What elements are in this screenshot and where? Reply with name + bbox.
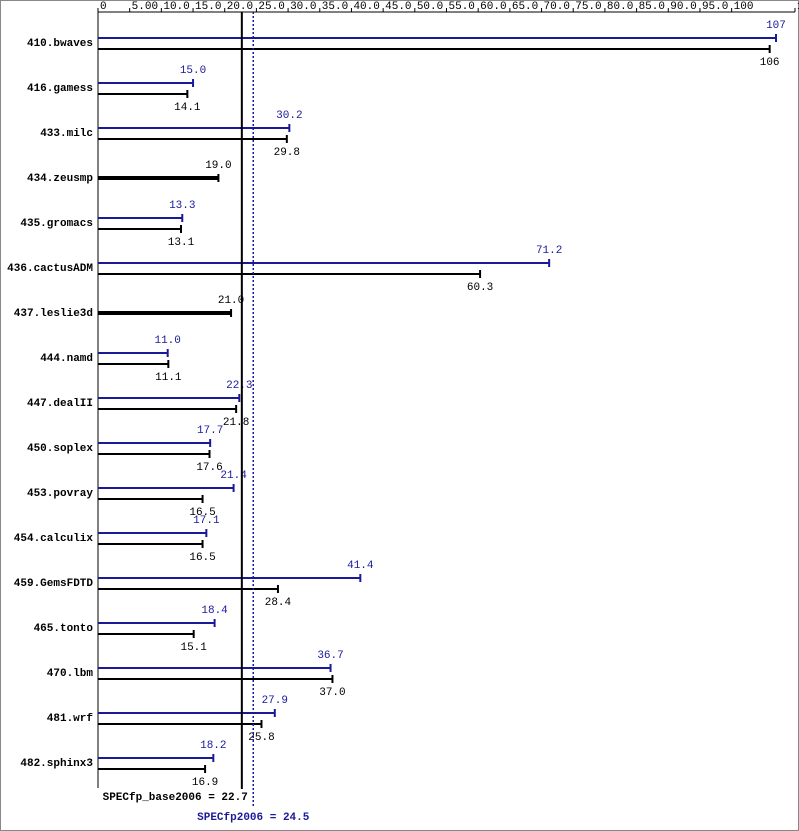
category-label: 465.tonto [34,623,94,635]
value-label: 11.0 [154,335,180,347]
value-label: 71.2 [536,245,562,257]
category-label: 416.gamess [27,83,93,95]
value-label: 16.9 [192,777,218,789]
reference-label: SPECfp_base2006 = 22.7 [103,792,248,804]
value-label: 16.5 [189,507,215,519]
value-label: 16.5 [189,552,215,564]
category-label: 435.gromacs [20,218,93,230]
x-tick-label: 70.0 [544,1,570,13]
value-label: 28.4 [265,597,292,609]
x-tick-label: 20.0 [227,1,253,13]
x-tick-label: 100 [734,1,754,13]
value-label: 21.0 [218,295,244,307]
x-tick-label: 35.0 [322,1,348,13]
x-tick-label: 45.0 [385,1,411,13]
x-tick-label: 55.0 [449,1,475,13]
x-tick-label: 0 [100,1,107,13]
value-label: 29.8 [274,147,300,159]
value-label: 36.7 [317,650,343,662]
value-label: 18.2 [200,740,226,752]
category-label: 481.wrf [47,713,94,725]
x-tick-label: 30.0 [290,1,316,13]
category-label: 434.zeusmp [27,173,93,185]
value-label: 21.8 [223,417,249,429]
x-tick-label: 110 [797,1,799,13]
value-label: 11.1 [155,372,182,384]
value-label: 15.1 [180,642,207,654]
value-label: 17.7 [197,425,223,437]
x-tick-label: 95.0 [702,1,728,13]
category-label: 470.lbm [47,668,94,680]
value-label: 30.2 [276,110,302,122]
x-tick-label: 5.00 [132,1,158,13]
value-label: 17.1 [193,515,220,527]
x-tick-label: 40.0 [353,1,379,13]
category-label: 433.milc [40,128,93,140]
x-tick-label: 50.0 [417,1,443,13]
value-label: 37.0 [319,687,345,699]
x-tick-label: 10.0 [163,1,189,13]
category-label: 482.sphinx3 [20,758,93,770]
category-label: 444.namd [40,353,93,365]
category-label: 453.povray [27,488,93,500]
x-tick-label: 15.0 [195,1,221,13]
x-tick-label: 80.0 [607,1,633,13]
category-label: 459.GemsFDTD [14,578,94,590]
value-label: 13.1 [168,237,195,249]
category-label: 436.cactusADM [7,263,93,275]
value-label: 21.4 [220,470,247,482]
category-label: 410.bwaves [27,38,93,50]
value-label: 25.8 [248,732,274,744]
value-label: 60.3 [467,282,493,294]
x-tick-label: 75.0 [575,1,601,13]
value-label: 13.3 [169,200,195,212]
value-label: 106 [760,57,780,69]
reference-label: SPECfp2006 = 24.5 [197,812,310,824]
x-tick-label: 25.0 [258,1,284,13]
value-label: 18.4 [201,605,228,617]
x-tick-label: 60.0 [480,1,506,13]
category-label: 454.calculix [14,533,94,545]
value-label: 14.1 [174,102,201,114]
value-label: 41.4 [347,560,374,572]
category-label: 450.soplex [27,443,93,455]
value-label: 17.6 [196,462,222,474]
value-label: 27.9 [262,695,288,707]
x-tick-label: 90.0 [670,1,696,13]
value-label: 107 [766,20,786,32]
value-label: 19.0 [205,160,231,172]
x-tick-label: 65.0 [512,1,538,13]
value-label: 22.3 [226,380,252,392]
value-label: 15.0 [180,65,206,77]
x-tick-label: 85.0 [639,1,665,13]
category-label: 447.dealII [27,398,93,410]
category-label: 437.leslie3d [14,308,93,320]
